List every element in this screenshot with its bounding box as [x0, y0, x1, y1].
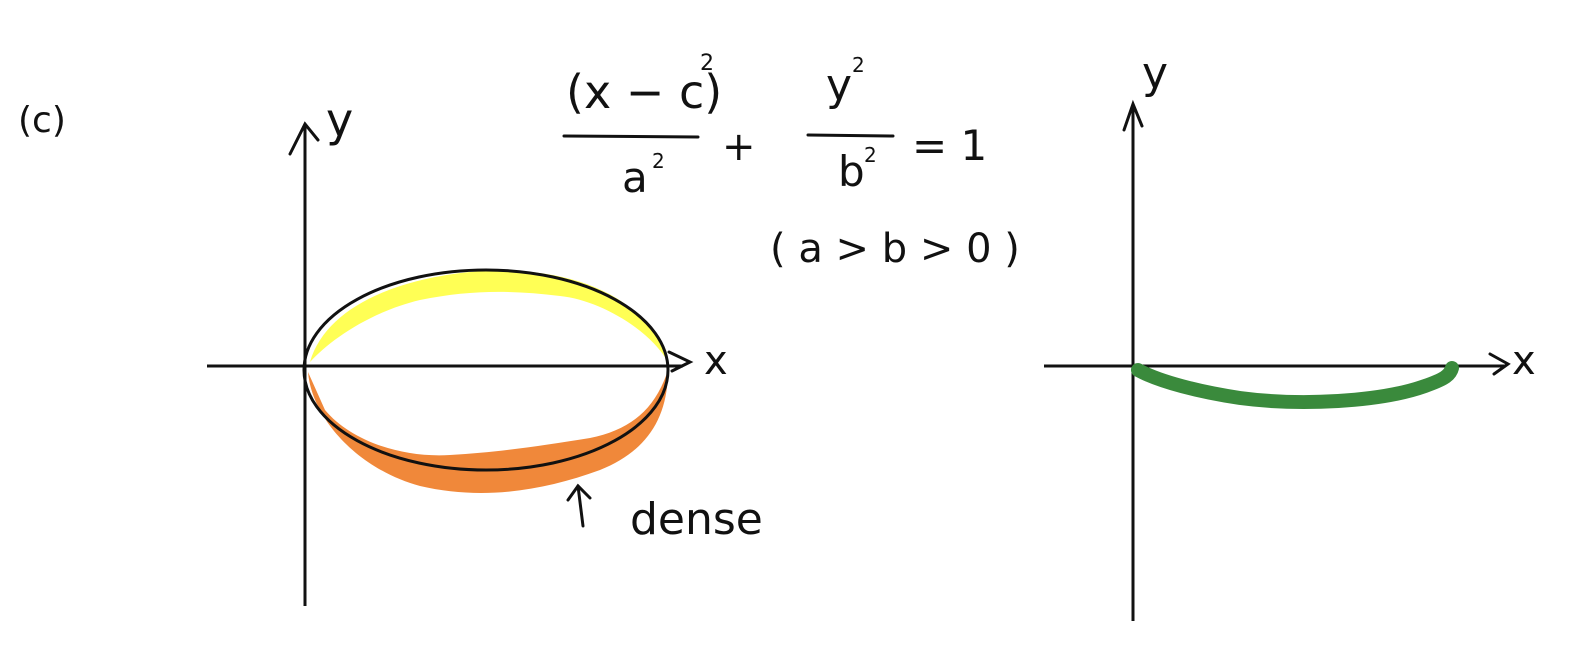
- left-y-arrow-icon: [288, 121, 320, 156]
- denominator-left: a: [622, 153, 648, 202]
- right-x-arrow-icon: [1488, 352, 1511, 376]
- green-curve: [1131, 361, 1459, 409]
- right-plot: x y: [1044, 48, 1536, 621]
- numerator-left-exponent: 2: [700, 51, 714, 76]
- left-x-arrow-icon: [667, 350, 694, 373]
- denominator-right: b: [838, 147, 865, 196]
- ellipse: [302, 268, 670, 472]
- denominator-right-exponent: 2: [864, 143, 877, 167]
- lower-half-highlight: [308, 370, 668, 493]
- fraction-bar-right: [806, 133, 895, 138]
- dense-pointer-line: [576, 484, 585, 528]
- plus-sign: +: [722, 124, 756, 170]
- equals-one: = 1: [912, 121, 987, 170]
- numerator-right-exponent: 2: [852, 53, 865, 77]
- part-label: (c): [18, 100, 66, 141]
- left-plot: x y dense: [207, 93, 763, 606]
- right-x-label: x: [1512, 338, 1536, 384]
- right-y-label: y: [1142, 48, 1168, 99]
- condition: ( a > b > 0 ): [770, 226, 1020, 272]
- right-y-arrow-icon: [1122, 99, 1144, 132]
- left-y-label: y: [326, 93, 353, 147]
- fraction-bar-left: [562, 134, 700, 139]
- dense-pointer-arrow-icon: [566, 483, 592, 502]
- numerator-right: y: [826, 60, 852, 111]
- denominator-left-exponent: 2: [652, 149, 665, 173]
- equation: (x − c) 2 a 2 + y 2 b 2 = 1 ( a > b > 0 …: [562, 51, 1020, 272]
- numerator-left: (x − c): [566, 65, 722, 119]
- left-x-label: x: [704, 338, 728, 384]
- upper-half-highlight: [310, 270, 668, 362]
- dense-annotation: dense: [630, 494, 763, 545]
